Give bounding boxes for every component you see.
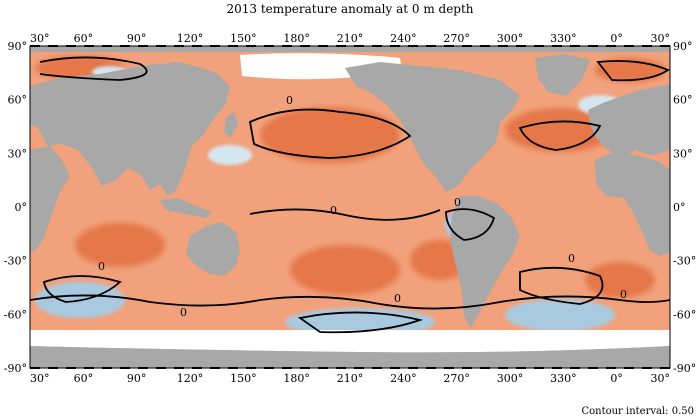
contour-arctic xyxy=(39,56,148,81)
contour-label: 0 xyxy=(454,196,461,209)
lat-tick-label-right: -60° xyxy=(673,308,696,321)
lon-tick-label-top: 330° xyxy=(550,32,577,45)
lon-tick-label-top: 240° xyxy=(390,32,417,45)
axis-ticks: 30° 30° 60° 60° 90° 90° 120° 120° 150° 150° 180° 18… xyxy=(4,32,696,385)
lon-tick-label-bottom: 60° xyxy=(74,372,94,385)
contour-interval-note: Contour interval: 0.50 xyxy=(581,406,694,417)
lon-tick-label-top: 180° xyxy=(283,32,310,45)
contour-south-atlantic xyxy=(519,266,604,305)
contour-label: 0 xyxy=(180,306,187,319)
lat-tick-label-right: 90° xyxy=(673,40,693,53)
contour-label: 0 xyxy=(568,252,575,265)
zero-contours xyxy=(30,56,670,334)
land-antarctica xyxy=(30,346,670,368)
contour-north-atlantic xyxy=(518,120,602,151)
lat-tick-label-left: 30° xyxy=(8,147,28,160)
lon-tick-label-bottom: 210° xyxy=(337,372,364,385)
contour-label: 0 xyxy=(286,94,293,107)
land-indonesia xyxy=(160,198,212,218)
lat-tick-label-right: -90° xyxy=(673,362,696,375)
lat-tick-label-left: -30° xyxy=(4,255,27,268)
lon-tick-label-bottom: 240° xyxy=(390,372,417,385)
land-eurasia xyxy=(30,62,230,196)
contour-indian xyxy=(43,275,122,303)
contour-north-pacific xyxy=(248,108,412,159)
lon-tick-label-bottom: 90° xyxy=(127,372,147,385)
lat-tick-label-left: 90° xyxy=(8,40,28,53)
land-arctic-north-strip xyxy=(30,46,670,52)
land-south-america xyxy=(450,196,520,328)
lon-tick-label-top: 60° xyxy=(74,32,94,45)
land-australia xyxy=(186,222,240,276)
lon-tick-label-bottom: 30° xyxy=(30,372,50,385)
warm-patch-north-atlantic xyxy=(505,108,615,152)
contour-equatorial xyxy=(249,208,441,221)
lon-tick-label-bottom: 150° xyxy=(230,372,257,385)
lon-tick-label-bottom: 300° xyxy=(497,372,524,385)
land-europe-west xyxy=(588,84,670,158)
contour-label: 0 xyxy=(98,260,105,273)
contour-label: 0 xyxy=(330,204,337,217)
contour-arctic-east xyxy=(596,60,670,82)
land-africa xyxy=(30,146,70,252)
lon-tick-label-bottom: 330° xyxy=(550,372,577,385)
antarctic-ice xyxy=(30,330,670,353)
warm-patch-indian-ocean xyxy=(75,223,165,267)
land-africa-east xyxy=(595,152,670,256)
plot-frame xyxy=(29,45,671,369)
contour-east-pacific xyxy=(445,208,496,241)
lat-tick-label-left: -60° xyxy=(4,308,27,321)
lat-tick-label-left: -90° xyxy=(4,362,27,375)
land-masses xyxy=(30,46,670,368)
lon-tick-label-top: 30° xyxy=(30,32,50,45)
lon-tick-label-bottom: 30° xyxy=(651,372,671,385)
map-title: 2013 temperature anomaly at 0 m depth xyxy=(226,2,474,16)
lon-tick-label-top: 120° xyxy=(177,32,204,45)
contour-label: 0 xyxy=(620,288,627,301)
lon-tick-label-bottom: 0° xyxy=(610,372,623,385)
cold-patch-west-pacific xyxy=(208,145,252,165)
lon-tick-label-top: 270° xyxy=(443,32,470,45)
lon-tick-label-top: 150° xyxy=(230,32,257,45)
contour-south-pacific-cold xyxy=(297,311,424,334)
lon-tick-label-top: 210° xyxy=(337,32,364,45)
warm-patch-north-pacific xyxy=(260,107,400,163)
lat-tick-label-right: 30° xyxy=(673,147,693,160)
warm-patch-south-pacific xyxy=(290,245,400,295)
contour-labels: 0 0 0 0 0 0 0 0 xyxy=(98,94,627,319)
contour-label: 0 xyxy=(394,292,401,305)
lat-tick-label-right: -30° xyxy=(673,255,696,268)
lon-tick-label-top: 90° xyxy=(127,32,147,45)
contour-southern-ocean xyxy=(30,294,670,310)
lon-tick-label-bottom: 180° xyxy=(283,372,310,385)
lon-tick-label-bottom: 120° xyxy=(177,372,204,385)
land-greenland xyxy=(535,54,590,96)
cold-patch-south-atlantic xyxy=(505,299,615,331)
lat-tick-label-right: 60° xyxy=(673,94,693,107)
land-north-america xyxy=(345,62,520,192)
lon-tick-label-top: 300° xyxy=(497,32,524,45)
lat-tick-label-right: 0° xyxy=(673,201,686,214)
land-japan xyxy=(224,112,238,138)
lon-tick-label-top: 30° xyxy=(651,32,671,45)
lat-tick-label-left: 0° xyxy=(15,201,28,214)
lon-tick-label-top: 0° xyxy=(610,32,623,45)
lon-tick-label-bottom: 270° xyxy=(443,372,470,385)
plot-area: 0 0 0 0 0 0 0 0 xyxy=(30,46,670,368)
lat-tick-label-left: 60° xyxy=(8,94,28,107)
